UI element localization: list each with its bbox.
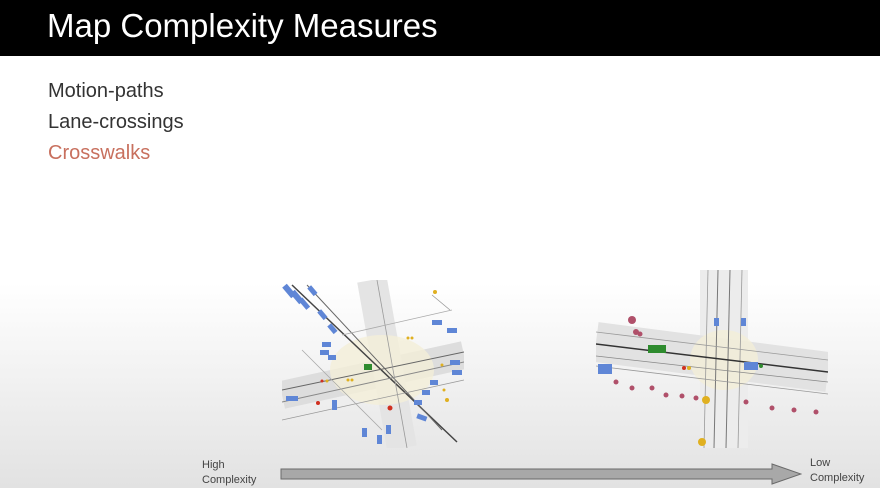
- complexity-arrow: [280, 463, 802, 485]
- low-label-line1: Low: [810, 457, 831, 469]
- high-complexity-label: High Complexity: [202, 458, 256, 488]
- highlighted-vehicle: [648, 345, 666, 353]
- page-title: Map Complexity Measures: [47, 7, 438, 44]
- high-label-line1: High: [202, 459, 225, 471]
- low-complexity-map: [596, 270, 828, 448]
- road-network: [596, 270, 828, 448]
- agents-markers: [682, 364, 763, 446]
- high-label-line2: Complexity: [202, 474, 257, 486]
- low-complexity-label: Low Complexity: [810, 456, 864, 486]
- pedestrians: [613, 316, 819, 415]
- highlighted-vehicle: [364, 364, 372, 370]
- title-bar: Map Complexity Measures: [0, 0, 880, 56]
- measure-motion-paths: Motion-paths: [48, 80, 164, 102]
- road-network: [282, 280, 464, 448]
- measure-crosswalks: Crosswalks: [48, 142, 151, 164]
- low-label-line2: Complexity: [810, 472, 865, 484]
- agents-markers: [316, 290, 449, 411]
- measure-lane-crossings: Lane-crossings: [48, 111, 184, 133]
- high-complexity-map: [282, 280, 464, 448]
- vehicles: [598, 318, 758, 374]
- vehicles: [282, 283, 462, 444]
